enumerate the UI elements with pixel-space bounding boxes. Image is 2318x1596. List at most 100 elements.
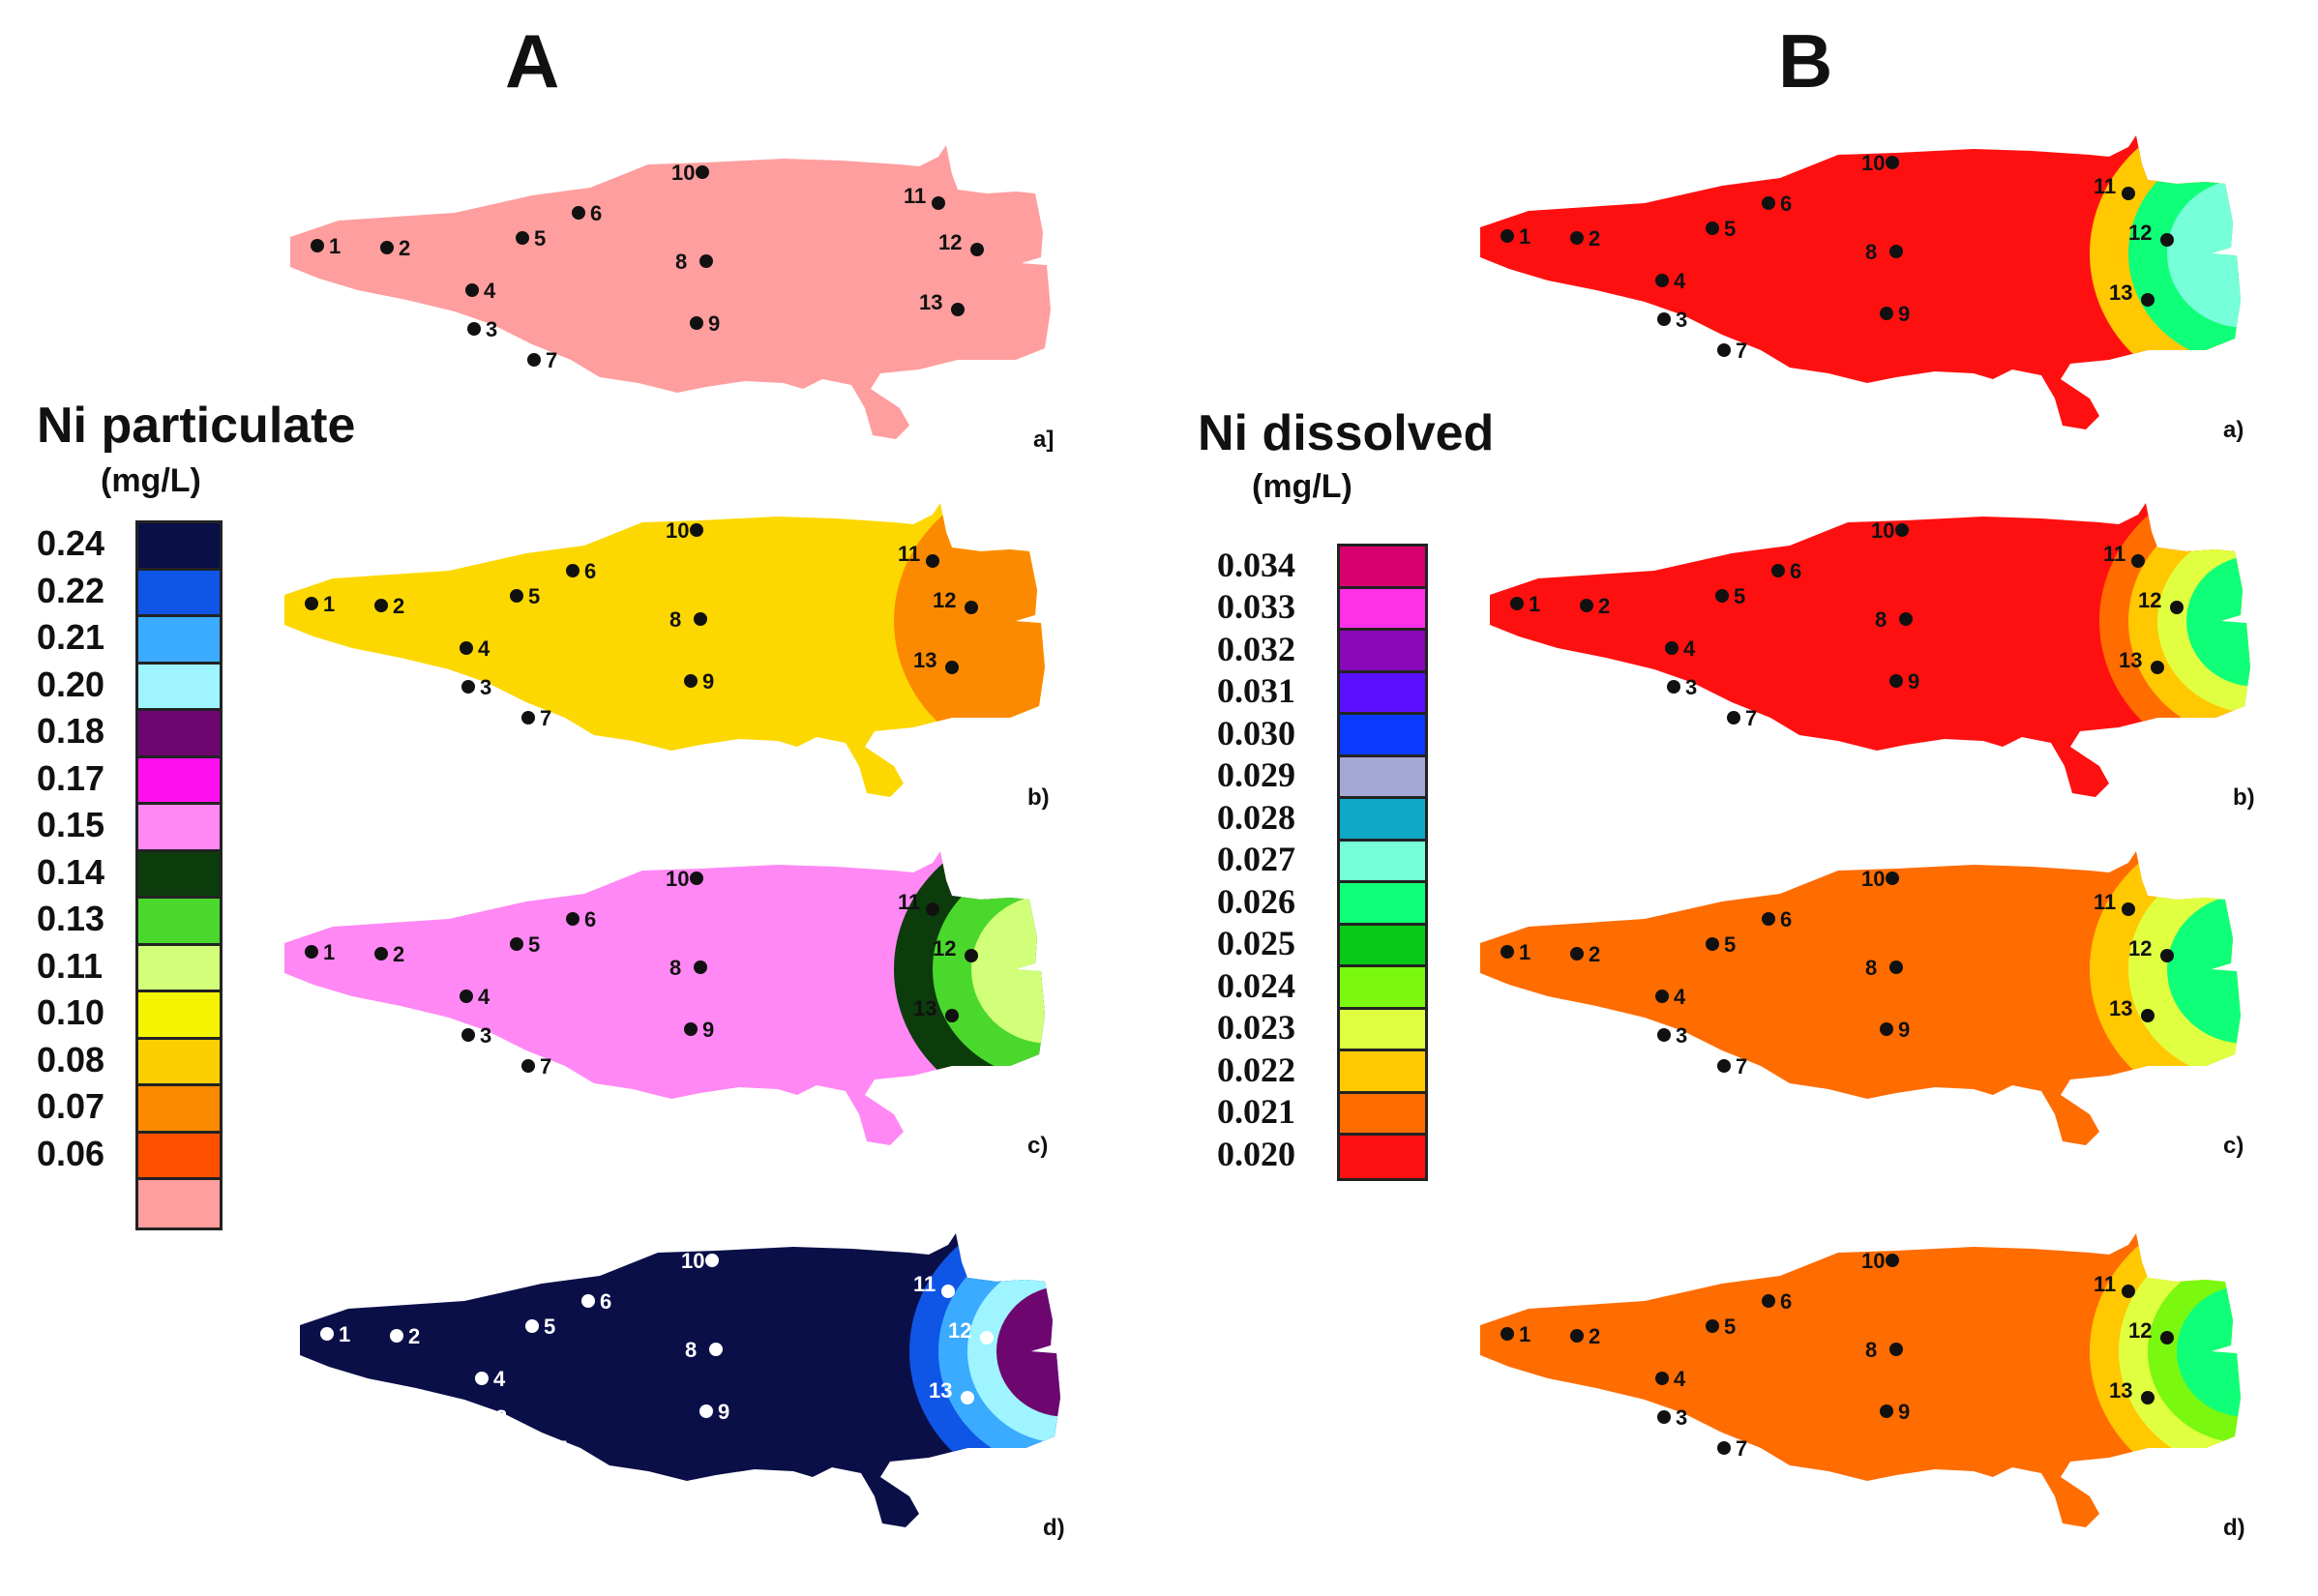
legend-swatch — [138, 1039, 220, 1086]
legend-unit-particulate: (mg/L) — [101, 462, 201, 499]
station-label: 3 — [1685, 675, 1697, 699]
legend-tick-label: 0.20 — [37, 664, 105, 704]
station-label: 13 — [2109, 1378, 2132, 1403]
station-label: 4 — [493, 1367, 506, 1391]
station-label: 2 — [393, 594, 404, 618]
station-label: 2 — [1589, 1324, 1600, 1348]
legend-swatch — [138, 1180, 220, 1227]
station-label: 8 — [675, 250, 687, 274]
station-marker — [2151, 661, 2164, 674]
station-marker — [1706, 1319, 1719, 1333]
station-label: 13 — [2109, 996, 2132, 1020]
river-inlet — [2212, 248, 2237, 255]
legend-tick-label: 0.22 — [37, 570, 105, 610]
river-inlet — [1016, 615, 1041, 623]
station-marker — [1570, 947, 1584, 961]
legend-swatch — [1340, 1051, 1425, 1094]
station-label: 1 — [323, 940, 335, 964]
station-label: 1 — [1519, 224, 1530, 249]
concentration-zone — [2186, 555, 2250, 687]
station-marker — [2141, 1009, 2155, 1022]
station-marker — [1717, 1441, 1731, 1455]
station-label: 7 — [540, 706, 551, 730]
station-marker — [1570, 231, 1584, 245]
lake-base-fill — [1490, 503, 2250, 797]
station-marker — [1706, 222, 1719, 235]
station-marker — [1895, 523, 1909, 537]
panel-label-a: A — [505, 18, 560, 103]
legend-tick-label: 0.028 — [1217, 797, 1295, 837]
station-label: 7 — [1736, 1054, 1747, 1079]
station-label: 2 — [399, 236, 410, 260]
station-marker — [951, 303, 965, 316]
legend-swatch — [1340, 588, 1425, 631]
legend-tick-label: 0.24 — [37, 523, 105, 564]
lake-base-fill — [1480, 135, 2241, 429]
river-inlet — [1022, 257, 1047, 265]
station-label: 13 — [919, 290, 942, 314]
station-marker — [1657, 312, 1671, 326]
station-label: 10 — [1861, 1249, 1885, 1273]
station-marker — [516, 231, 529, 245]
station-marker — [980, 1331, 994, 1345]
river-inlet — [1031, 1345, 1056, 1353]
station-label: 3 — [480, 1023, 491, 1048]
station-marker — [1886, 872, 1899, 885]
station-marker — [1762, 1294, 1775, 1308]
station-label: 2 — [393, 942, 404, 966]
legend-tick-label: 0.022 — [1217, 1049, 1295, 1089]
legend-swatch — [138, 711, 220, 758]
legend-swatch — [138, 617, 220, 665]
station-label: 3 — [1676, 1405, 1687, 1430]
station-marker — [320, 1327, 334, 1341]
station-label: 7 — [1745, 706, 1757, 730]
station-marker — [941, 1285, 955, 1298]
legend-tick-label: 0.032 — [1217, 629, 1295, 668]
station-label: 4 — [1674, 985, 1686, 1009]
station-marker — [926, 554, 939, 568]
station-marker — [705, 1254, 719, 1267]
station-marker — [1889, 1343, 1903, 1356]
station-marker — [461, 680, 475, 694]
station-marker — [510, 937, 523, 951]
station-label: 6 — [584, 907, 596, 931]
station-label: 5 — [544, 1315, 555, 1339]
legend-tick-label: 0.024 — [1217, 965, 1295, 1005]
legend-tick-label: 0.034 — [1217, 545, 1295, 584]
station-label: 3 — [1676, 308, 1687, 332]
lake-base-fill — [290, 145, 1051, 439]
legend-swatch — [138, 992, 220, 1040]
station-label: 6 — [590, 201, 602, 225]
map-sublabel: a) — [2223, 417, 2244, 443]
station-marker — [1706, 937, 1719, 951]
station-marker — [2160, 233, 2174, 247]
station-marker — [1501, 1327, 1514, 1341]
station-marker — [527, 353, 541, 367]
station-marker — [694, 961, 707, 974]
lake-base-fill — [300, 1233, 1060, 1527]
station-label: 6 — [600, 1289, 611, 1314]
legend-swatch — [1340, 799, 1425, 842]
station-marker — [390, 1329, 403, 1343]
concentration-zone — [967, 1259, 1060, 1443]
station-marker — [2141, 1391, 2155, 1404]
map-sublabel: c) — [2223, 1133, 2244, 1159]
station-label: 7 — [1736, 339, 1747, 363]
concentration-zone — [2167, 895, 2241, 1044]
station-label: 6 — [1780, 907, 1792, 931]
station-marker — [521, 1059, 535, 1073]
station-label: 11 — [898, 542, 920, 566]
station-label: 3 — [486, 317, 497, 341]
station-label: 10 — [681, 1249, 704, 1273]
station-label: 11 — [2094, 890, 2116, 914]
station-marker — [965, 949, 978, 962]
legend-swatch — [138, 805, 220, 852]
station-label: 8 — [669, 607, 681, 632]
station-marker — [684, 674, 698, 688]
legend-swatch — [138, 664, 220, 711]
station-label: 11 — [913, 1272, 936, 1296]
